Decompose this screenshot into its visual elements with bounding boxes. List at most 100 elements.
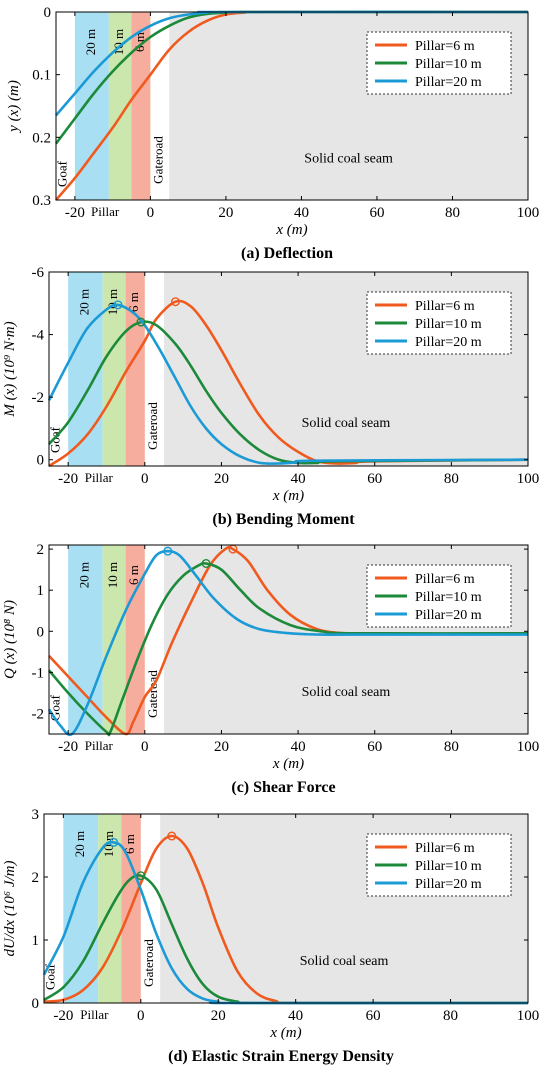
axes-frame <box>48 544 529 735</box>
legend-entry: Pillar=20 m <box>415 335 482 350</box>
gateroad-label: Gateroad <box>150 136 165 184</box>
series-line-pillar-10 <box>48 320 529 465</box>
legend: Pillar=6 m Pillar=10 m Pillar=20 m <box>366 833 512 897</box>
pillar-label: Pillar <box>85 470 114 485</box>
series-line-pillar-10 <box>48 561 529 737</box>
y-axis-label: Q (x) (10⁸ N) <box>2 600 18 679</box>
solid-coal-label: Solid coal seam <box>302 685 391 700</box>
x-tick-label: 20 <box>218 205 233 221</box>
band-label-20m: 20 m <box>76 289 91 315</box>
peak-marker <box>113 300 123 310</box>
x-tick-label: 80 <box>443 1008 458 1024</box>
legend: Pillar=6 m Pillar=10 m Pillar=20 m <box>366 291 512 355</box>
x-axis-label: x (m) <box>269 1025 301 1041</box>
x-tick-label: -20 <box>65 205 85 221</box>
solid-coal-label: Solid coal seam <box>304 151 393 166</box>
x-tick-label: 80 <box>444 471 459 487</box>
y-tick-label: 0.2 <box>32 130 51 146</box>
x-axis-label: x (m) <box>272 488 304 504</box>
y-tick-label: -2 <box>32 390 45 406</box>
solid-coal-label: Solid coal seam <box>302 416 391 431</box>
y-tick-label: 0 <box>37 624 45 640</box>
x-tick-label: 0 <box>141 471 149 487</box>
y-tick-label: 0 <box>37 453 45 469</box>
x-tick-label: 100 <box>517 471 540 487</box>
y-tick-label: 2 <box>32 870 40 886</box>
x-tick-label: -20 <box>58 471 78 487</box>
y-tick-label: 0 <box>32 996 40 1012</box>
x-tick-label: 20 <box>211 1008 226 1024</box>
panel-caption: (d) Elastic Strain Energy Density <box>168 1048 394 1065</box>
chart-panel-0: 20 m 10 m 6 m Goaf Gateroad Pillar Solid coal … <box>6 5 539 262</box>
legend-entry: Pillar=6 m <box>415 39 475 54</box>
solid-coal-label: Solid coal seam <box>300 954 389 969</box>
y-tick-label: -6 <box>32 265 45 281</box>
x-tick-label: 100 <box>517 739 540 755</box>
pillar-6m-band <box>131 12 151 200</box>
axes-frame <box>55 11 529 201</box>
band-label-6m: 6 m <box>122 834 137 854</box>
legend-entry: Pillar=20 m <box>415 75 482 90</box>
x-tick-label: 100 <box>517 1008 540 1024</box>
gateroad-label: Gateroad <box>141 939 156 987</box>
peak-marker <box>170 297 180 307</box>
y-tick-label: 1 <box>32 933 40 949</box>
pillar-20m-band <box>68 272 103 466</box>
band-label-10m: 10 m <box>111 29 126 55</box>
x-tick-label: -20 <box>58 739 78 755</box>
legend-entry: Pillar=6 m <box>415 841 475 856</box>
y-tick-label: 2 <box>37 542 45 558</box>
peak-marker <box>201 558 211 568</box>
pillar-20m-band <box>63 814 99 1003</box>
x-tick-label: 60 <box>367 471 382 487</box>
x-tick-label: -20 <box>53 1008 73 1024</box>
y-tick-label: -1 <box>32 665 45 681</box>
y-tick-label: -4 <box>32 328 45 344</box>
peak-marker <box>136 871 146 881</box>
y-axis-label: y (x) (m) <box>6 80 22 134</box>
band-label-6m: 6 m <box>132 32 147 52</box>
x-tick-label: 20 <box>214 739 229 755</box>
pillar-10m-band <box>102 272 126 466</box>
y-tick-label: -2 <box>32 706 45 722</box>
x-tick-label: 0 <box>147 205 155 221</box>
pillar-20m-band <box>68 545 103 734</box>
series-line-pillar-6 <box>48 299 529 468</box>
band-label-20m: 20 m <box>76 562 91 588</box>
series-line-pillar-20 <box>47 549 528 737</box>
band-label-10m: 10 m <box>105 562 120 588</box>
x-tick-label: 100 <box>517 205 540 221</box>
x-axis-label: x (m) <box>272 756 304 772</box>
band-label-10m: 10 m <box>105 289 120 315</box>
pillar-label: Pillar <box>80 1007 109 1022</box>
x-tick-label: 0 <box>137 1008 145 1024</box>
x-axis-label: x (m) <box>275 222 307 238</box>
gateroad-label: Gateroad <box>145 402 160 450</box>
x-tick-label: 40 <box>294 205 309 221</box>
y-axis-label: M (x) (10⁹ N·m) <box>2 321 18 417</box>
axes-frame <box>48 271 529 467</box>
x-tick-label: 40 <box>291 739 306 755</box>
peak-marker <box>109 837 119 847</box>
panel-caption: (b) Bending Moment <box>212 511 355 528</box>
pillar-6m-band <box>125 545 145 734</box>
pillar-label: Pillar <box>85 738 114 753</box>
x-tick-label: 60 <box>366 1008 381 1024</box>
legend-entry: Pillar=10 m <box>415 317 482 332</box>
x-tick-label: 40 <box>288 1008 303 1024</box>
y-tick-label: 0.3 <box>32 193 51 209</box>
series-line-pillar-20 <box>47 303 529 465</box>
legend-entry: Pillar=10 m <box>415 859 482 874</box>
y-axis-label: dU/dx (10⁶ J/m) <box>2 860 18 956</box>
peak-marker <box>136 317 146 327</box>
legend-entry: Pillar=10 m <box>415 57 482 72</box>
panel-caption: (c) Shear Force <box>231 779 335 796</box>
y-tick-label: 1 <box>37 583 45 599</box>
y-tick-label: 3 <box>32 807 40 823</box>
band-label-20m: 20 m <box>72 831 87 857</box>
x-tick-label: 60 <box>369 205 384 221</box>
